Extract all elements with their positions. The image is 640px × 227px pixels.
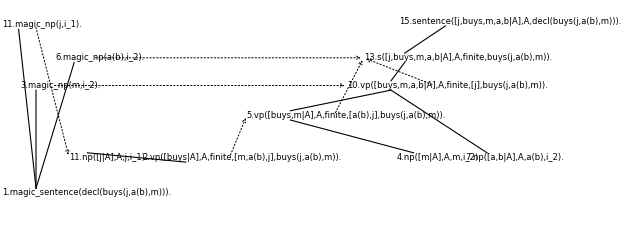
Text: 15.sentence([j,buys,m,a,b|A],A,decl(buys(j,a(b),m))).: 15.sentence([j,buys,m,a,b|A],A,decl(buys… (399, 17, 621, 26)
Text: 2.vp([buys|A],A,finite,[m,a(b),j],buys(j,a(b),m)).: 2.vp([buys|A],A,finite,[m,a(b),j],buys(j… (142, 153, 342, 162)
Text: 11.np([j|A],A,j,i_1).: 11.np([j|A],A,j,i_1). (69, 153, 148, 162)
Text: 1.magic_sentence(decl(buys(j,a(b),m))).: 1.magic_sentence(decl(buys(j,a(b),m))). (2, 188, 171, 197)
Text: 13.s([j,buys,m,a,b|A],A,finite,buys(j,a(b),m)).: 13.s([j,buys,m,a,b|A],A,finite,buys(j,a(… (364, 53, 552, 62)
Text: 5.vp([buys,m|A],A,finite,[a(b),j],buys(j,a(b),m)).: 5.vp([buys,m|A],A,finite,[a(b),j],buys(j… (247, 111, 446, 120)
Text: 7.np([a,b|A],A,a(b),i_2).: 7.np([a,b|A],A,a(b),i_2). (465, 153, 564, 162)
Text: 6.magic_np(a(b),i_2).: 6.magic_np(a(b),i_2). (56, 53, 145, 62)
Text: 11.magic_np(j,i_1).: 11.magic_np(j,i_1). (2, 20, 82, 29)
Text: 3.magic_np(m,i_2).: 3.magic_np(m,i_2). (20, 81, 100, 90)
Text: 10.vp([buys,m,a,b|A],A,finite,[j],buys(j,a(b),m)).: 10.vp([buys,m,a,b|A],A,finite,[j],buys(j… (348, 81, 548, 90)
Text: 4.np([m|A],A,m,i_2).: 4.np([m|A],A,m,i_2). (396, 153, 481, 162)
